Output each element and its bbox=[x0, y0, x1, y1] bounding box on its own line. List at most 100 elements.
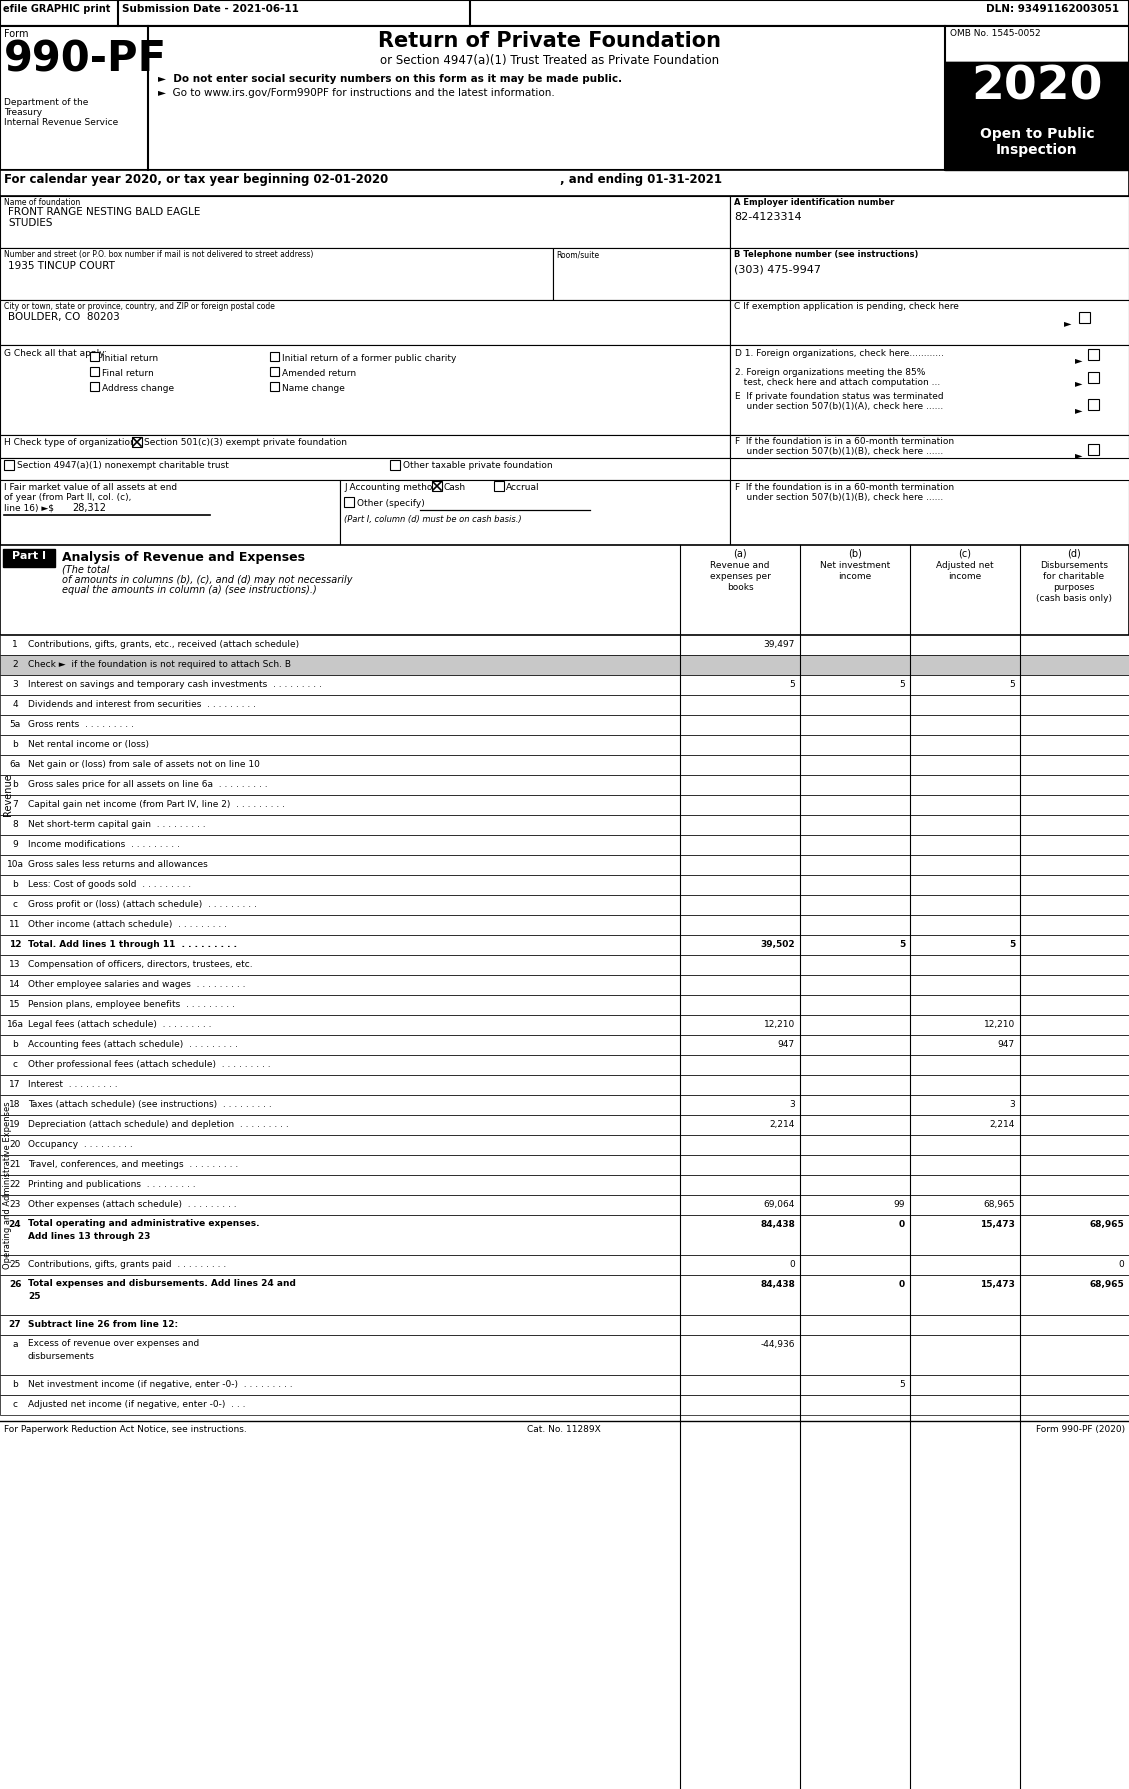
Text: Adjusted net income (if negative, enter -0-)  . . .: Adjusted net income (if negative, enter … bbox=[28, 1401, 245, 1410]
Bar bbox=[800, 755, 910, 775]
Bar bbox=[1088, 372, 1099, 383]
Text: Name of foundation: Name of foundation bbox=[5, 199, 80, 208]
Bar bbox=[90, 383, 99, 392]
Text: 0: 0 bbox=[789, 1259, 795, 1268]
Bar bbox=[800, 1335, 910, 1376]
Bar bbox=[1019, 1134, 1129, 1156]
Bar bbox=[1019, 716, 1129, 735]
Bar bbox=[800, 674, 910, 694]
Bar bbox=[90, 367, 99, 376]
Text: (b): (b) bbox=[848, 549, 861, 558]
Bar bbox=[1019, 816, 1129, 835]
Text: or Section 4947(a)(1) Trust Treated as Private Foundation: or Section 4947(a)(1) Trust Treated as P… bbox=[380, 54, 719, 66]
Bar bbox=[945, 123, 1129, 170]
Bar bbox=[680, 1215, 800, 1256]
Bar bbox=[0, 1315, 680, 1335]
Bar bbox=[270, 352, 279, 361]
Bar bbox=[800, 855, 910, 875]
Bar bbox=[1019, 855, 1129, 875]
Bar bbox=[1019, 1195, 1129, 1215]
Bar bbox=[1019, 875, 1129, 894]
Bar bbox=[800, 694, 910, 716]
Bar bbox=[730, 479, 1129, 546]
Bar bbox=[1088, 349, 1099, 360]
Text: Analysis of Revenue and Expenses: Analysis of Revenue and Expenses bbox=[62, 551, 305, 564]
Text: Amended return: Amended return bbox=[282, 369, 356, 377]
Text: D 1. Foreign organizations, check here............: D 1. Foreign organizations, check here..… bbox=[735, 349, 944, 358]
Text: b: b bbox=[12, 780, 18, 789]
Text: 1: 1 bbox=[12, 640, 18, 649]
Bar bbox=[800, 635, 910, 655]
Text: 5: 5 bbox=[1008, 939, 1015, 948]
Bar bbox=[910, 894, 1019, 914]
Bar bbox=[1019, 995, 1129, 1014]
Text: Other employee salaries and wages  . . . . . . . . .: Other employee salaries and wages . . . … bbox=[28, 980, 245, 989]
Bar bbox=[0, 975, 680, 995]
Bar bbox=[910, 735, 1019, 755]
Text: Section 4947(a)(1) nonexempt charitable trust: Section 4947(a)(1) nonexempt charitable … bbox=[17, 462, 229, 471]
Bar bbox=[0, 955, 680, 975]
Text: 947: 947 bbox=[998, 1039, 1015, 1048]
Text: 68,965: 68,965 bbox=[983, 1200, 1015, 1209]
Text: Operating and Administrative Expenses: Operating and Administrative Expenses bbox=[3, 1102, 12, 1268]
Text: Cash: Cash bbox=[444, 483, 466, 492]
Bar bbox=[910, 1376, 1019, 1395]
Bar bbox=[1019, 735, 1129, 755]
Text: 11: 11 bbox=[9, 920, 20, 928]
Bar bbox=[910, 1095, 1019, 1115]
Text: 12,210: 12,210 bbox=[763, 1020, 795, 1029]
Text: 82-4123314: 82-4123314 bbox=[734, 213, 802, 222]
Bar bbox=[910, 1276, 1019, 1315]
Bar bbox=[910, 875, 1019, 894]
Bar bbox=[910, 855, 1019, 875]
Bar bbox=[0, 1056, 680, 1075]
Bar bbox=[0, 345, 730, 435]
Text: 23: 23 bbox=[9, 1200, 20, 1209]
Text: purposes: purposes bbox=[1053, 583, 1095, 592]
Text: 22: 22 bbox=[9, 1181, 20, 1190]
Text: Name change: Name change bbox=[282, 385, 344, 394]
Text: ►  Do not enter social security numbers on this form as it may be made public.: ► Do not enter social security numbers o… bbox=[158, 73, 622, 84]
Text: 9: 9 bbox=[12, 841, 18, 850]
Bar bbox=[0, 249, 553, 301]
Text: J Accounting method:: J Accounting method: bbox=[344, 483, 441, 492]
Text: 3: 3 bbox=[1009, 1100, 1015, 1109]
Bar bbox=[0, 855, 680, 875]
Bar bbox=[910, 716, 1019, 735]
Bar bbox=[1019, 635, 1129, 655]
Bar bbox=[800, 835, 910, 855]
Bar bbox=[1019, 1256, 1129, 1276]
Text: 18: 18 bbox=[9, 1100, 20, 1109]
Text: 5: 5 bbox=[900, 1379, 905, 1388]
Bar bbox=[910, 955, 1019, 975]
Text: ►: ► bbox=[1075, 377, 1083, 388]
Bar bbox=[910, 995, 1019, 1014]
Text: of year (from Part II, col. (c),: of year (from Part II, col. (c), bbox=[5, 494, 131, 503]
Bar bbox=[680, 1056, 800, 1075]
Text: Treasury: Treasury bbox=[5, 107, 42, 116]
Text: Part I: Part I bbox=[12, 551, 46, 562]
Text: 5: 5 bbox=[900, 680, 905, 689]
Text: -44,936: -44,936 bbox=[761, 1340, 795, 1349]
Text: 5: 5 bbox=[1009, 680, 1015, 689]
Bar bbox=[0, 716, 680, 735]
Text: 6a: 6a bbox=[9, 760, 20, 769]
Text: 21: 21 bbox=[9, 1159, 20, 1168]
Bar bbox=[680, 1315, 800, 1335]
Bar bbox=[910, 1115, 1019, 1134]
Text: test, check here and attach computation ...: test, check here and attach computation … bbox=[735, 377, 940, 386]
Bar bbox=[0, 735, 680, 755]
Bar bbox=[340, 479, 730, 546]
Text: 2. Foreign organizations meeting the 85%: 2. Foreign organizations meeting the 85% bbox=[735, 369, 926, 377]
Bar bbox=[0, 435, 730, 458]
Text: Other taxable private foundation: Other taxable private foundation bbox=[403, 462, 552, 471]
Bar bbox=[0, 301, 730, 345]
Bar bbox=[0, 170, 1129, 197]
Bar bbox=[0, 1215, 680, 1256]
Text: Capital gain net income (from Part IV, line 2)  . . . . . . . . .: Capital gain net income (from Part IV, l… bbox=[28, 800, 285, 809]
Bar bbox=[800, 1075, 910, 1095]
Text: (a): (a) bbox=[733, 549, 746, 558]
Text: Depreciation (attach schedule) and depletion  . . . . . . . . .: Depreciation (attach schedule) and deple… bbox=[28, 1120, 289, 1129]
Text: 24: 24 bbox=[9, 1220, 21, 1229]
Bar bbox=[0, 1256, 680, 1276]
